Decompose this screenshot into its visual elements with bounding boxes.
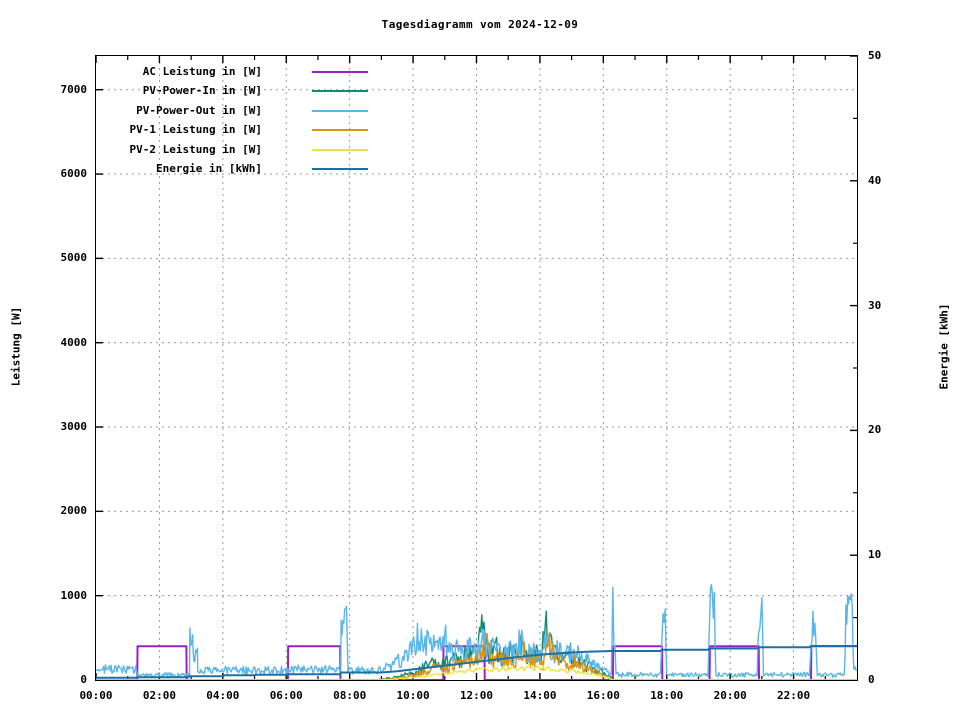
y-tick-label-right: 20 bbox=[868, 423, 882, 437]
legend-label-0: AC Leistung in [W] bbox=[142, 65, 262, 78]
y-tick-label-right: 50 bbox=[868, 49, 882, 62]
y-tick-label-right: 30 bbox=[868, 298, 882, 312]
legend-swatch-3 bbox=[312, 129, 368, 132]
y-tick-label-left: 4000 bbox=[60, 335, 88, 349]
y-tick-label-right: 0 bbox=[868, 673, 875, 686]
legend-swatch-1 bbox=[312, 90, 368, 93]
series-line-5 bbox=[96, 645, 857, 679]
x-tick-label: 14:00 bbox=[523, 689, 557, 702]
chart-title: Tagesdiagramm vom 2024-12-09 bbox=[381, 18, 579, 31]
series-line-4 bbox=[96, 664, 857, 680]
x-tick-label: 18:00 bbox=[650, 689, 684, 702]
series-line-1 bbox=[96, 610, 857, 680]
legend-label-1: PV-Power-In in [W] bbox=[142, 84, 262, 98]
x-tick-label: 12:00 bbox=[459, 689, 494, 702]
legend-label-3: PV-1 Leistung in [W] bbox=[129, 123, 262, 137]
legend-swatch-2 bbox=[312, 109, 368, 112]
legend-label-5: Energie in [kWh] bbox=[156, 162, 262, 175]
grid-lines bbox=[96, 56, 857, 680]
legend-label-4: PV-2 Leistung in [W] bbox=[129, 142, 262, 156]
legend-swatch-4 bbox=[312, 148, 368, 151]
data-series-layer bbox=[96, 583, 857, 680]
x-tick-label: 10:00 bbox=[396, 689, 430, 702]
x-tick-label: 02:00 bbox=[142, 689, 176, 702]
y-tick-label-right: 10 bbox=[868, 548, 882, 562]
x-tick-label: 20:00 bbox=[713, 689, 747, 702]
x-tick-label: 22:00 bbox=[777, 689, 811, 702]
x-tick-label: 16:00 bbox=[586, 689, 620, 702]
x-tick-label: 00:00 bbox=[79, 689, 113, 702]
x-tick-label: 06:00 bbox=[269, 689, 303, 702]
y-tick-label-left: 0 bbox=[80, 673, 87, 686]
y-tick-label-left: 6000 bbox=[60, 167, 88, 181]
y-tick-label-left: 2000 bbox=[60, 504, 88, 518]
series-line-3 bbox=[96, 631, 857, 680]
y-tick-label-right: 40 bbox=[868, 173, 882, 187]
y-tick-label-left: 5000 bbox=[60, 251, 88, 265]
y-tick-label-left: 3000 bbox=[60, 420, 88, 434]
x-tick-label: 04:00 bbox=[206, 689, 240, 702]
y-axis-right-label: Energie [kWh] bbox=[937, 303, 951, 390]
legend-swatch-0 bbox=[312, 71, 368, 73]
y-axis-left-label: Leistung [W] bbox=[9, 306, 23, 387]
legend-swatch-5 bbox=[312, 168, 368, 170]
plot-area bbox=[95, 55, 858, 681]
y-tick-label-left: 7000 bbox=[60, 82, 88, 96]
plot-svg bbox=[96, 56, 857, 680]
y-tick-label-left: 1000 bbox=[60, 588, 88, 602]
legend-label-2: PV-Power-Out in [W] bbox=[136, 103, 262, 117]
x-tick-label: 08:00 bbox=[333, 689, 367, 702]
